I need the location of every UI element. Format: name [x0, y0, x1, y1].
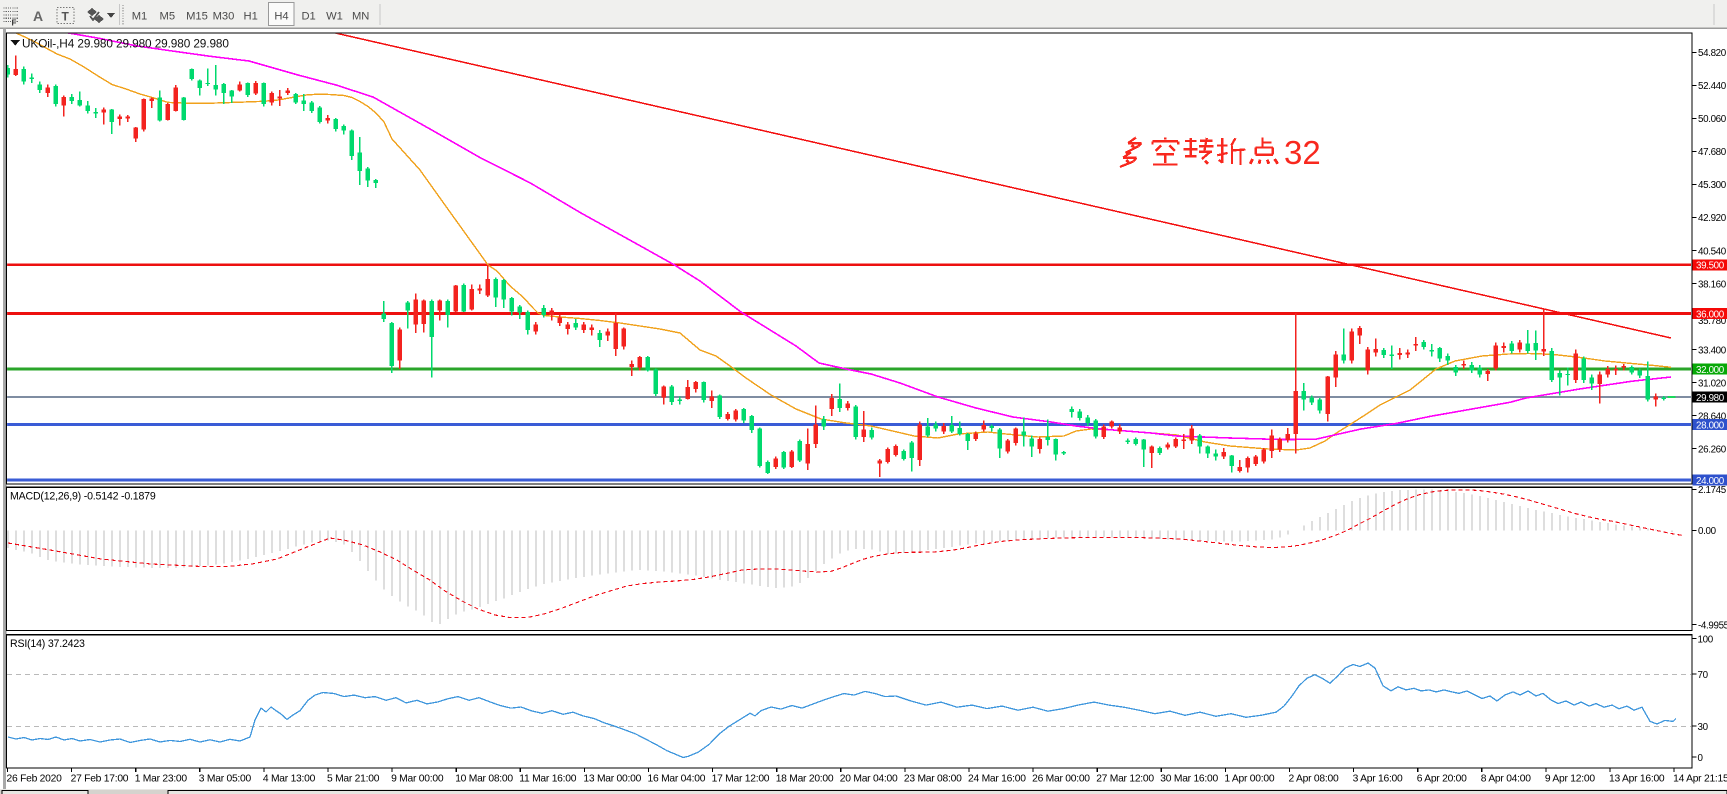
svg-text:M1: M1	[132, 10, 148, 22]
svg-text:6 Apr 20:00: 6 Apr 20:00	[1417, 774, 1467, 785]
svg-text:13 Mar 00:00: 13 Mar 00:00	[583, 774, 641, 785]
svg-text:RSI(14) 37.2423: RSI(14) 37.2423	[10, 638, 85, 650]
svg-text:32: 32	[1284, 134, 1321, 171]
svg-text:MACD(12,26,9) -0.5142 -0.1879: MACD(12,26,9) -0.5142 -0.1879	[10, 491, 156, 503]
svg-text:T: T	[62, 10, 70, 24]
svg-text:11 Mar 16:00: 11 Mar 16:00	[519, 774, 576, 785]
svg-text:23 Mar 08:00: 23 Mar 08:00	[904, 774, 962, 785]
svg-text:0.00: 0.00	[1698, 526, 1717, 537]
svg-text:30: 30	[1698, 722, 1709, 733]
svg-text:70: 70	[1698, 670, 1709, 681]
svg-text:MN: MN	[352, 10, 369, 22]
svg-text:33.400: 33.400	[1698, 345, 1727, 356]
svg-text:100: 100	[1698, 634, 1714, 645]
svg-text:27 Mar 12:00: 27 Mar 12:00	[1096, 774, 1154, 785]
svg-text:32.000: 32.000	[1696, 365, 1725, 376]
svg-text:18 Mar 20:00: 18 Mar 20:00	[776, 774, 834, 785]
svg-text:50.060: 50.060	[1698, 114, 1727, 125]
svg-text:26.260: 26.260	[1698, 444, 1727, 455]
svg-text:3 Mar 05:00: 3 Mar 05:00	[199, 774, 252, 785]
svg-text:9 Apr 12:00: 9 Apr 12:00	[1545, 774, 1595, 785]
svg-text:26 Feb 2020: 26 Feb 2020	[7, 774, 63, 785]
svg-text:F: F	[12, 19, 17, 28]
svg-text:UKOil-,H4 29.980 29.980 29.98: UKOil-,H4 29.980 29.980 29.980 29.980	[22, 37, 229, 51]
svg-text:29.980: 29.980	[1696, 393, 1725, 404]
svg-text:39.500: 39.500	[1696, 261, 1725, 272]
svg-text:M15: M15	[186, 10, 208, 22]
svg-text:9 Mar 00:00: 9 Mar 00:00	[391, 774, 444, 785]
svg-text:54.820: 54.820	[1698, 48, 1727, 59]
svg-text:30 Mar 16:00: 30 Mar 16:00	[1160, 774, 1218, 785]
svg-text:52.440: 52.440	[1698, 81, 1727, 92]
svg-text:2.1745: 2.1745	[1698, 485, 1727, 496]
svg-text:4 Mar 13:00: 4 Mar 13:00	[263, 774, 316, 785]
svg-text:38.160: 38.160	[1698, 279, 1727, 290]
svg-text:28.640: 28.640	[1698, 411, 1727, 422]
svg-text:20 Mar 04:00: 20 Mar 04:00	[840, 774, 898, 785]
svg-text:17 Mar 12:00: 17 Mar 12:00	[712, 774, 770, 785]
svg-text:H4: H4	[274, 10, 288, 22]
svg-text:A: A	[33, 8, 43, 24]
svg-text:42.920: 42.920	[1698, 213, 1727, 224]
svg-text:M5: M5	[160, 10, 176, 22]
svg-text:28.000: 28.000	[1696, 420, 1725, 431]
svg-text:35.780: 35.780	[1698, 316, 1727, 327]
svg-text:10 Mar 08:00: 10 Mar 08:00	[455, 774, 513, 785]
svg-text:14 Apr 21:15: 14 Apr 21:15	[1673, 774, 1727, 785]
svg-text:-4.9955: -4.9955	[1698, 620, 1727, 631]
svg-text:13 Apr 16:00: 13 Apr 16:00	[1609, 774, 1665, 785]
svg-text:H1: H1	[244, 10, 258, 22]
svg-text:1 Apr 00:00: 1 Apr 00:00	[1224, 774, 1274, 785]
svg-text:26 Mar 00:00: 26 Mar 00:00	[1032, 774, 1090, 785]
svg-text:40.540: 40.540	[1698, 246, 1727, 257]
svg-text:47.680: 47.680	[1698, 147, 1727, 158]
svg-text:45.300: 45.300	[1698, 180, 1727, 191]
svg-text:31.020: 31.020	[1698, 378, 1727, 389]
svg-text:5 Mar 21:00: 5 Mar 21:00	[327, 774, 380, 785]
svg-text:36.000: 36.000	[1696, 309, 1725, 320]
svg-text:16 Mar 04:00: 16 Mar 04:00	[648, 774, 706, 785]
svg-text:24 Mar 16:00: 24 Mar 16:00	[968, 774, 1026, 785]
svg-text:27 Feb 17:00: 27 Feb 17:00	[71, 774, 129, 785]
svg-text:M30: M30	[213, 10, 235, 22]
svg-text:8 Apr 04:00: 8 Apr 04:00	[1481, 774, 1531, 785]
svg-text:3 Apr 16:00: 3 Apr 16:00	[1353, 774, 1403, 785]
svg-text:0: 0	[1698, 753, 1704, 764]
svg-text:W1: W1	[326, 10, 343, 22]
svg-text:1 Mar 23:00: 1 Mar 23:00	[135, 774, 188, 785]
svg-text:D1: D1	[301, 10, 315, 22]
svg-text:2 Apr 08:00: 2 Apr 08:00	[1289, 774, 1339, 785]
svg-text:24.000: 24.000	[1696, 476, 1725, 487]
